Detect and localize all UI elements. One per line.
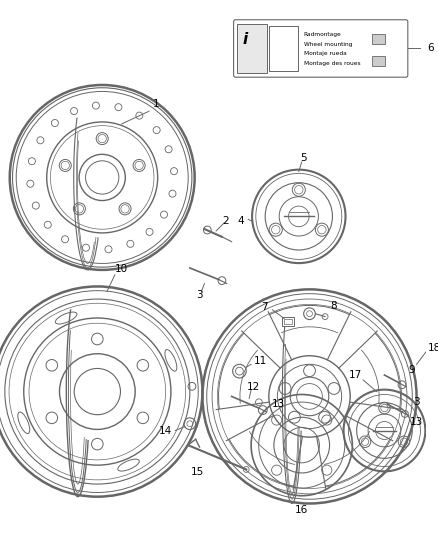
Text: 9: 9 — [408, 365, 415, 375]
Text: 2: 2 — [223, 216, 229, 226]
Text: 3: 3 — [196, 290, 203, 300]
Text: 8: 8 — [331, 301, 337, 311]
Text: 11: 11 — [254, 357, 268, 366]
Text: 4: 4 — [237, 216, 244, 226]
FancyBboxPatch shape — [233, 20, 408, 77]
Bar — [372, 56, 385, 66]
Bar — [372, 34, 385, 44]
Text: 13: 13 — [410, 417, 423, 427]
Text: Montage des roues: Montage des roues — [304, 61, 360, 66]
Text: 5: 5 — [300, 153, 307, 163]
Text: Radmontage: Radmontage — [304, 32, 342, 37]
Bar — [237, 23, 267, 74]
Bar — [282, 317, 294, 326]
Text: 6: 6 — [427, 43, 434, 53]
Text: 18: 18 — [427, 343, 438, 353]
Text: 14: 14 — [159, 426, 172, 437]
Text: Montaje rueda: Montaje rueda — [304, 51, 346, 56]
Text: 17: 17 — [349, 370, 362, 380]
Text: 12: 12 — [247, 382, 260, 392]
Text: 1: 1 — [152, 100, 159, 109]
Text: Wheel mounting: Wheel mounting — [304, 42, 352, 46]
Text: 10: 10 — [115, 264, 128, 274]
Bar — [284, 319, 292, 325]
Text: 16: 16 — [295, 505, 308, 515]
Text: 7: 7 — [261, 302, 268, 312]
Bar — [268, 26, 298, 71]
Text: 13: 13 — [272, 399, 285, 409]
Text: 15: 15 — [191, 467, 204, 478]
Text: 3: 3 — [413, 397, 420, 407]
Text: i: i — [243, 32, 248, 47]
